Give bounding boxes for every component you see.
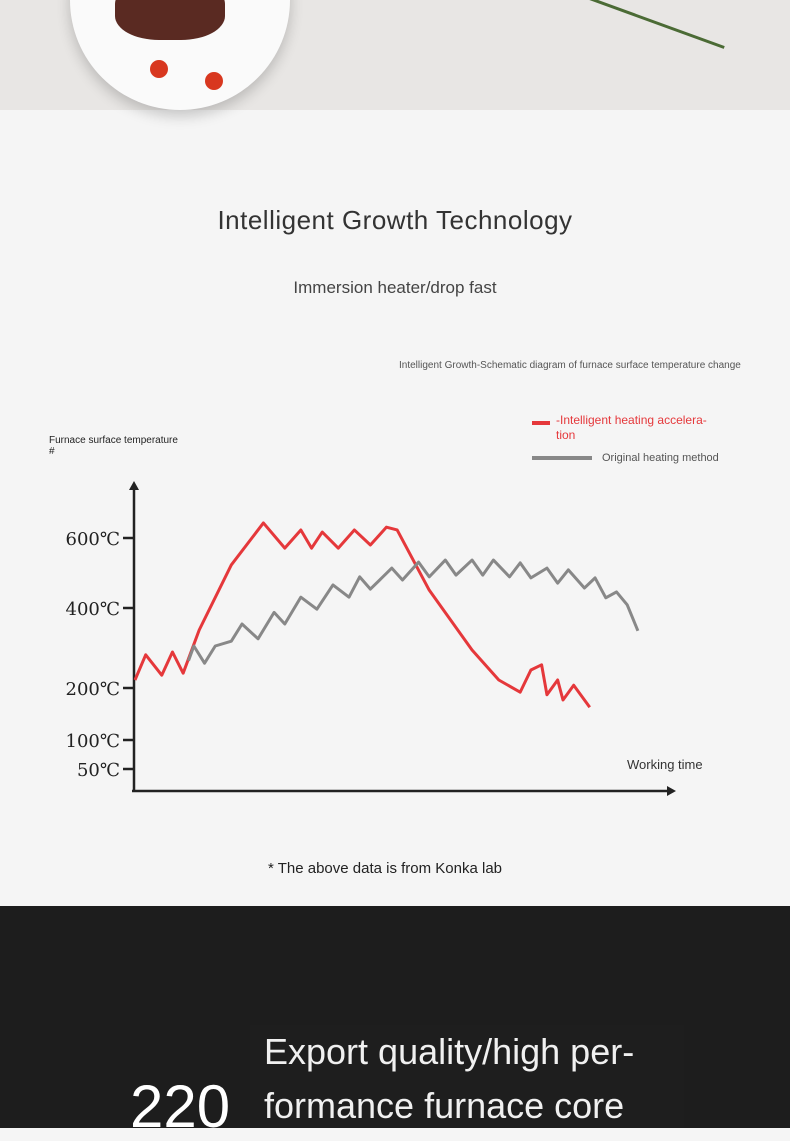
x-axis-arrow (667, 786, 676, 796)
tomato-image (150, 60, 168, 78)
headline-line-1: Export quality/high per- (264, 1031, 635, 1072)
x-axis-label: Working time (627, 757, 703, 772)
y-tick-label: 100℃ (66, 731, 121, 752)
temperature-chart: 600℃ 400℃ 200℃ 100℃ 50℃ (66, 481, 676, 796)
tomato-image (205, 72, 223, 90)
y-axis-arrow (129, 481, 139, 490)
banner-number: 220 (130, 1073, 231, 1140)
footnote: * The above data is from Konka lab (267, 860, 503, 877)
hero-image (0, 0, 790, 110)
legend-label: -Intelligent heating accelera-tion (556, 413, 707, 442)
legend-label: Original heating method (602, 452, 719, 464)
chart-title: Intelligent Growth-Schematic diagram of … (399, 360, 741, 371)
banner-headline: Export quality/high per-formance furnace… (250, 1025, 684, 1128)
legend-swatch-gray (532, 456, 592, 461)
section-subtitle: Immersion heater/drop fast (293, 278, 497, 297)
headline-line-2: formance furnace core (264, 1085, 625, 1126)
legend-intelligent: -Intelligent heating accelera-tion (532, 413, 712, 443)
legend-swatch-red (532, 421, 550, 425)
series-intelligent-line (133, 521, 591, 709)
steak-image (115, 0, 225, 40)
y-tick-label: 50℃ (77, 760, 120, 781)
section-title: Intelligent Growth Technology (217, 205, 573, 235)
y-tick-label: 600℃ (66, 529, 121, 550)
legend-original: Original heating method (532, 452, 719, 464)
y-axis-label: Furnace surface temperature # (49, 435, 178, 457)
series-original-line (187, 558, 640, 665)
y-tick-label: 200℃ (66, 679, 121, 700)
y-tick-label: 400℃ (66, 599, 121, 620)
